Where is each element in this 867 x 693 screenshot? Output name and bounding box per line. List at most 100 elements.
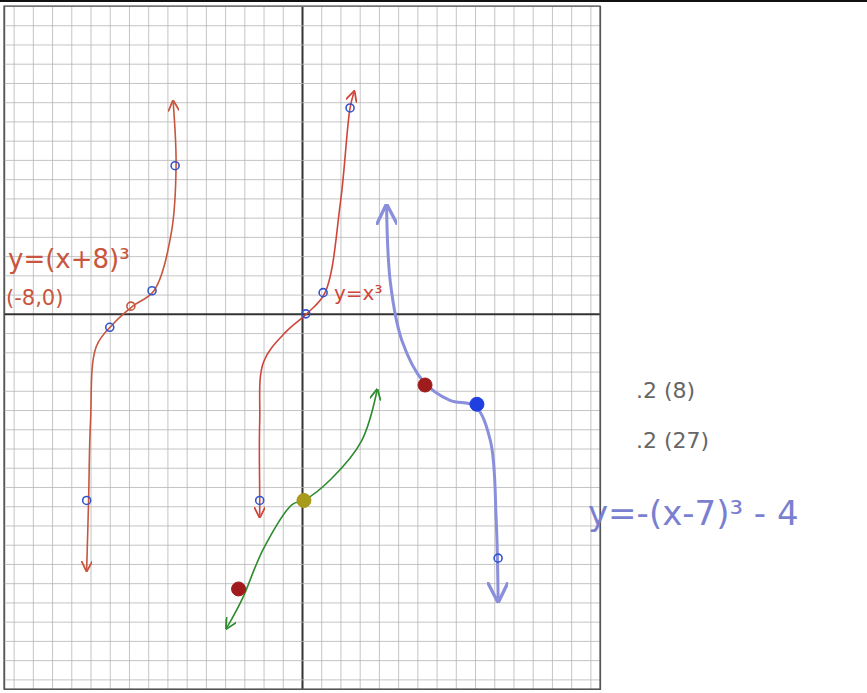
plot-frame xyxy=(4,6,600,689)
tick xyxy=(225,6,226,689)
tick xyxy=(571,6,572,689)
point xyxy=(127,302,135,310)
tick xyxy=(264,6,265,689)
point xyxy=(319,289,327,297)
point xyxy=(418,378,432,392)
point xyxy=(148,287,156,295)
grid-line xyxy=(4,64,600,65)
annotation: .2 (8) xyxy=(636,378,695,403)
grid-line xyxy=(4,410,600,411)
grid-line xyxy=(4,333,600,334)
tick xyxy=(398,6,399,689)
curve xyxy=(227,391,377,628)
grid-line xyxy=(533,6,534,689)
grid-line xyxy=(360,6,361,689)
grid-line xyxy=(4,602,600,603)
grid-line xyxy=(91,6,92,689)
x-axis xyxy=(5,6,601,690)
tick xyxy=(4,391,600,392)
grid-line xyxy=(379,6,380,689)
tick xyxy=(4,25,600,26)
grid-line xyxy=(148,6,149,689)
grid-line xyxy=(4,179,600,180)
axis-line xyxy=(5,6,601,690)
tick xyxy=(456,6,457,689)
tick xyxy=(4,372,600,373)
plot-area xyxy=(83,93,502,628)
point xyxy=(106,323,114,331)
point xyxy=(346,104,354,112)
grid-line xyxy=(4,352,600,353)
grid-line xyxy=(4,679,600,680)
tick xyxy=(4,83,600,84)
point xyxy=(256,496,264,504)
grid-line xyxy=(225,6,226,689)
tick xyxy=(513,6,514,689)
grid-line xyxy=(4,295,600,296)
tick xyxy=(4,160,600,161)
grid-line xyxy=(456,6,457,689)
grid-line xyxy=(321,6,322,689)
grid-line xyxy=(4,660,600,661)
grid-line xyxy=(4,545,600,546)
annotation: (-8,0) xyxy=(6,286,63,310)
tick xyxy=(475,6,476,689)
grid-line xyxy=(4,564,600,565)
tick xyxy=(4,295,600,296)
tick xyxy=(148,6,149,689)
point xyxy=(302,310,310,318)
point xyxy=(83,496,91,504)
tick xyxy=(129,6,130,689)
tick xyxy=(379,6,380,689)
tick xyxy=(4,468,600,469)
tick xyxy=(4,44,600,45)
grid-line xyxy=(264,6,265,689)
grid-line xyxy=(4,468,600,469)
tick xyxy=(4,179,600,180)
tick xyxy=(4,352,600,353)
tick xyxy=(4,660,600,661)
grid-line xyxy=(71,6,72,689)
grid-line xyxy=(437,6,438,689)
grid-line xyxy=(4,83,600,84)
grid-line xyxy=(206,6,207,689)
tick xyxy=(4,583,600,584)
tick xyxy=(14,6,15,689)
tick xyxy=(340,6,341,689)
grid-line xyxy=(4,525,600,526)
grid-line xyxy=(475,6,476,689)
grid-line xyxy=(4,372,600,373)
grid-line xyxy=(4,449,600,450)
tick xyxy=(33,6,34,689)
grid-line xyxy=(590,6,591,689)
grid-line xyxy=(513,6,514,689)
tick xyxy=(4,622,600,623)
tick xyxy=(552,6,553,689)
point xyxy=(470,397,484,411)
tick xyxy=(4,449,600,450)
grid-line xyxy=(4,641,600,642)
tick xyxy=(110,6,111,689)
grid-line xyxy=(4,141,600,142)
tick xyxy=(4,218,600,219)
grid-line xyxy=(4,102,600,103)
y-axis xyxy=(4,7,600,690)
tick xyxy=(4,141,600,142)
tick xyxy=(4,198,600,199)
point xyxy=(297,493,311,507)
tick xyxy=(302,6,303,689)
grid-line xyxy=(33,6,34,689)
point xyxy=(494,554,502,562)
grid-line xyxy=(4,237,600,238)
tick xyxy=(206,6,207,689)
grid-line xyxy=(4,487,600,488)
tick xyxy=(4,429,600,430)
tick xyxy=(494,6,495,689)
grid-line xyxy=(129,6,130,689)
tick xyxy=(4,641,600,642)
grid-line xyxy=(4,429,600,430)
tick xyxy=(167,6,168,689)
axis-line xyxy=(5,7,601,690)
grid-line xyxy=(417,6,418,689)
tick xyxy=(4,121,600,122)
